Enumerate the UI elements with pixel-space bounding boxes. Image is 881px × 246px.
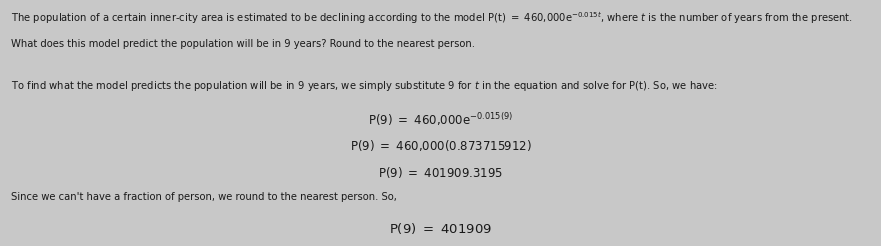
Text: P(9) $=$ 460,000e$^{-0.015(9)}$: P(9) $=$ 460,000e$^{-0.015(9)}$ <box>368 111 513 128</box>
Text: What does this model predict the population will be in 9 years? Round to the nea: What does this model predict the populat… <box>11 39 475 49</box>
Text: P(9) $=$ 460,000(0.873715912): P(9) $=$ 460,000(0.873715912) <box>350 138 531 153</box>
Text: P(9) $=$ 401909.3195: P(9) $=$ 401909.3195 <box>378 165 503 180</box>
Text: To find what the model predicts the population will be in 9 years, we simply sub: To find what the model predicts the popu… <box>11 79 717 93</box>
Text: The population of a certain inner-city area is estimated to be declining accordi: The population of a certain inner-city a… <box>11 10 853 26</box>
Text: Since we can't have a fraction of person, we round to the nearest person. So,: Since we can't have a fraction of person… <box>11 192 396 202</box>
Text: P(9) $=$ 401909: P(9) $=$ 401909 <box>389 221 492 236</box>
